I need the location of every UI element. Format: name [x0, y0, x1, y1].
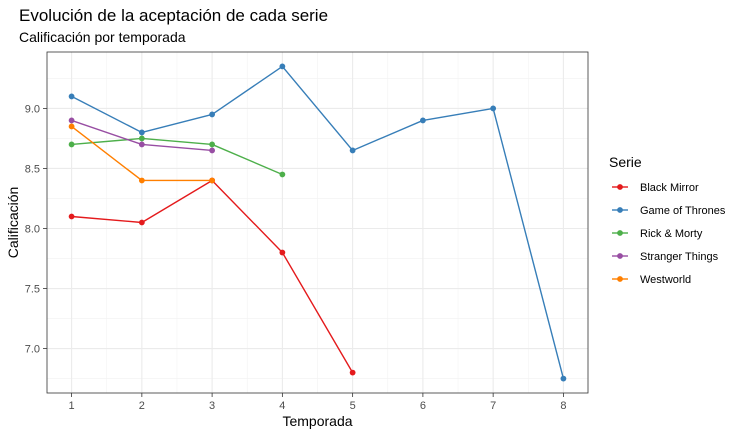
- x-tick-label: 1: [69, 400, 75, 412]
- legend-item-game-of-thrones: Game of Thrones: [612, 205, 726, 217]
- data-point-black-mirror: [349, 369, 356, 376]
- legend-label: Rick & Morty: [640, 228, 703, 240]
- legend-item-stranger-things: Stranger Things: [612, 251, 719, 263]
- x-axis: 1 2 3 4 5 6 7 8: [69, 393, 566, 412]
- x-axis-title: Temporada: [282, 413, 352, 429]
- data-point-black-mirror: [68, 213, 75, 220]
- data-point-westworld: [68, 123, 75, 130]
- y-axis: 7.0 7.5 8.0 8.5 9.0: [25, 103, 47, 356]
- data-point-game-of-thrones: [138, 129, 145, 136]
- y-tick-label: 9.0: [25, 103, 40, 115]
- legend-item-rick-morty: Rick & Morty: [612, 228, 703, 240]
- data-point-rick-morty: [138, 135, 145, 142]
- plot-border: [46, 51, 589, 394]
- data-point-stranger-things: [138, 141, 145, 148]
- data-point-game-of-thrones: [560, 375, 567, 382]
- legend-label: Westworld: [640, 274, 691, 286]
- chart-subtitle: Calificación por temporada: [19, 29, 186, 45]
- data-point-rick-morty: [68, 141, 75, 148]
- data-point-westworld: [209, 177, 216, 184]
- legend-key-point: [617, 207, 623, 213]
- x-tick-label: 7: [490, 400, 496, 412]
- series-game-of-thrones: [68, 63, 567, 382]
- data-point-game-of-thrones: [490, 105, 497, 112]
- y-tick-label: 7.5: [25, 284, 40, 296]
- series-rick-morty: [68, 135, 286, 178]
- y-tick-label: 7.0: [25, 344, 40, 356]
- data-point-black-mirror: [279, 249, 286, 256]
- legend-key-point: [617, 184, 623, 190]
- series-line-game-of-thrones: [71, 65, 565, 379]
- legend-item-westworld: Westworld: [612, 274, 691, 286]
- legend-key-point: [617, 253, 623, 259]
- data-point-rick-morty: [279, 171, 286, 178]
- series-westworld: [68, 123, 216, 184]
- series-line-rick-morty: [71, 137, 283, 176]
- series-layer: [68, 63, 567, 382]
- y-axis-title: Calificación: [5, 187, 21, 259]
- x-tick-label: 8: [560, 400, 566, 412]
- data-point-game-of-thrones: [349, 147, 356, 154]
- data-point-game-of-thrones: [68, 93, 75, 100]
- data-point-game-of-thrones: [209, 111, 216, 118]
- data-point-rick-morty: [209, 141, 216, 148]
- series-stranger-things: [68, 117, 216, 154]
- data-point-game-of-thrones: [419, 117, 426, 124]
- data-point-game-of-thrones: [279, 63, 286, 70]
- x-tick-label: 5: [350, 400, 356, 412]
- legend-label: Black Mirror: [640, 182, 699, 194]
- legend-label: Stranger Things: [640, 251, 719, 263]
- x-tick-label: 3: [209, 400, 215, 412]
- legend-title: Serie: [609, 154, 642, 170]
- legend-key-point: [617, 230, 623, 236]
- y-tick-label: 8.5: [25, 163, 40, 175]
- chart-title: Evolución de la aceptación de cada serie: [19, 6, 328, 25]
- legend: Serie Black Mirror Game of Thrones Rick & …: [609, 154, 726, 286]
- data-point-black-mirror: [138, 219, 145, 226]
- legend-key-point: [617, 276, 623, 282]
- data-point-westworld: [138, 177, 145, 184]
- data-point-stranger-things: [68, 117, 75, 124]
- x-tick-label: 2: [139, 400, 145, 412]
- data-point-stranger-things: [209, 147, 216, 154]
- legend-item-black-mirror: Black Mirror: [612, 182, 699, 194]
- x-tick-label: 6: [420, 400, 426, 412]
- legend-label: Game of Thrones: [640, 205, 726, 217]
- x-tick-label: 4: [279, 400, 285, 412]
- y-tick-label: 8.0: [25, 224, 40, 236]
